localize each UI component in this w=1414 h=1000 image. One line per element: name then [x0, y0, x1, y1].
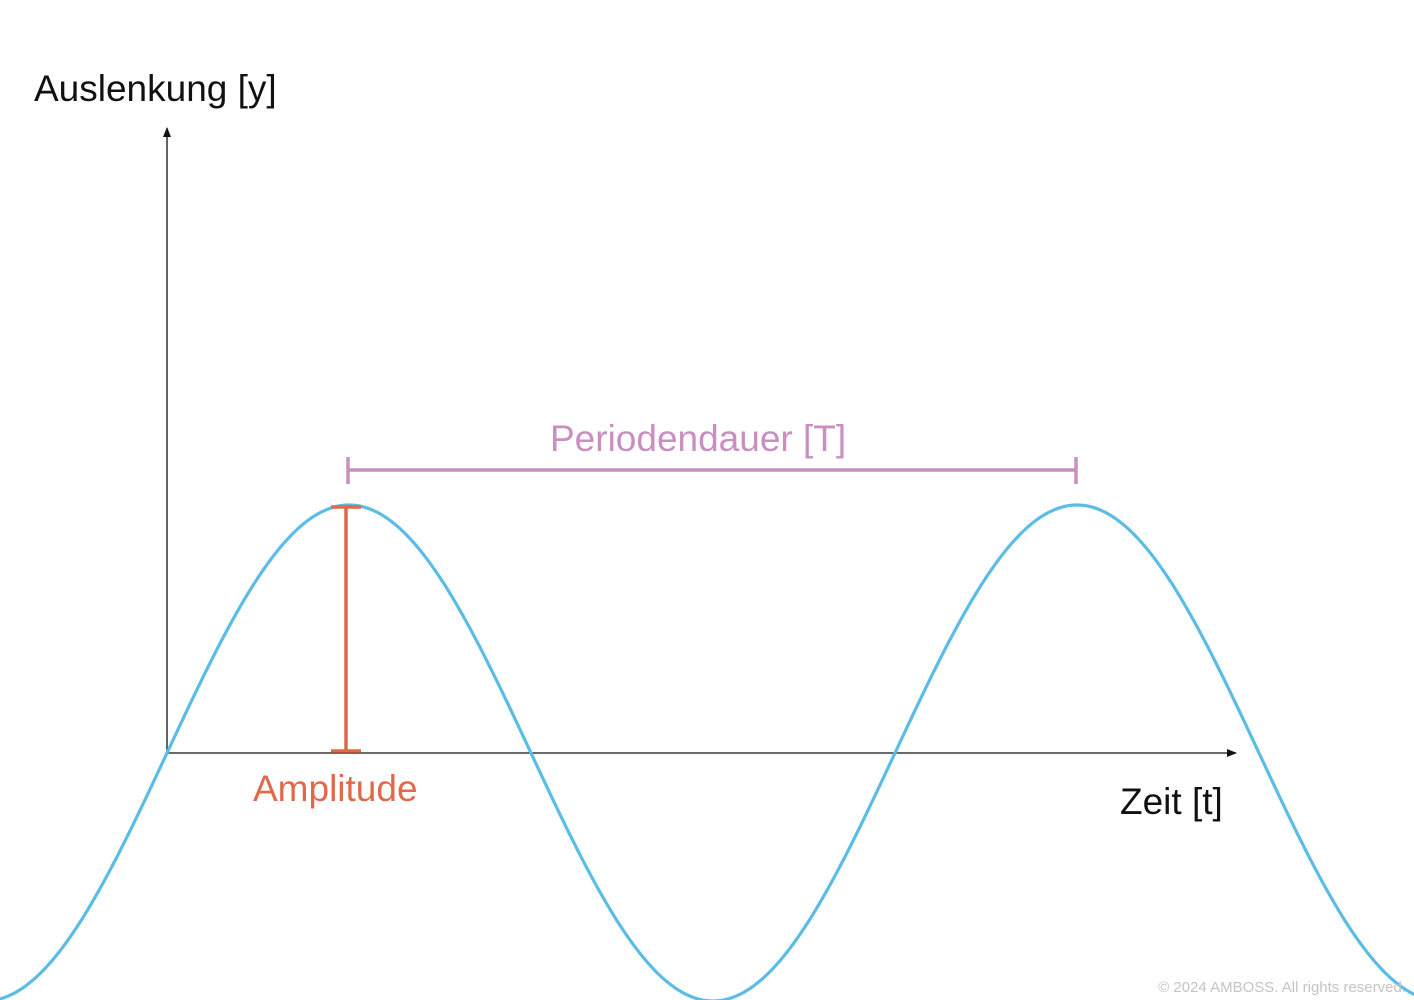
sine-wave: [0, 503, 1414, 1000]
y-axis-label: Auslenkung [y]: [34, 68, 277, 109]
copyright-notice: © 2024 AMBOSS. All rights reserved.: [1158, 979, 1406, 996]
x-axis-label: Zeit [t]: [1120, 781, 1223, 822]
period-bracket: [346, 457, 1078, 484]
amplitude-label: Amplitude: [253, 768, 418, 809]
period-label: Periodendauer [T]: [550, 418, 847, 459]
amplitude-marker: [331, 505, 361, 753]
